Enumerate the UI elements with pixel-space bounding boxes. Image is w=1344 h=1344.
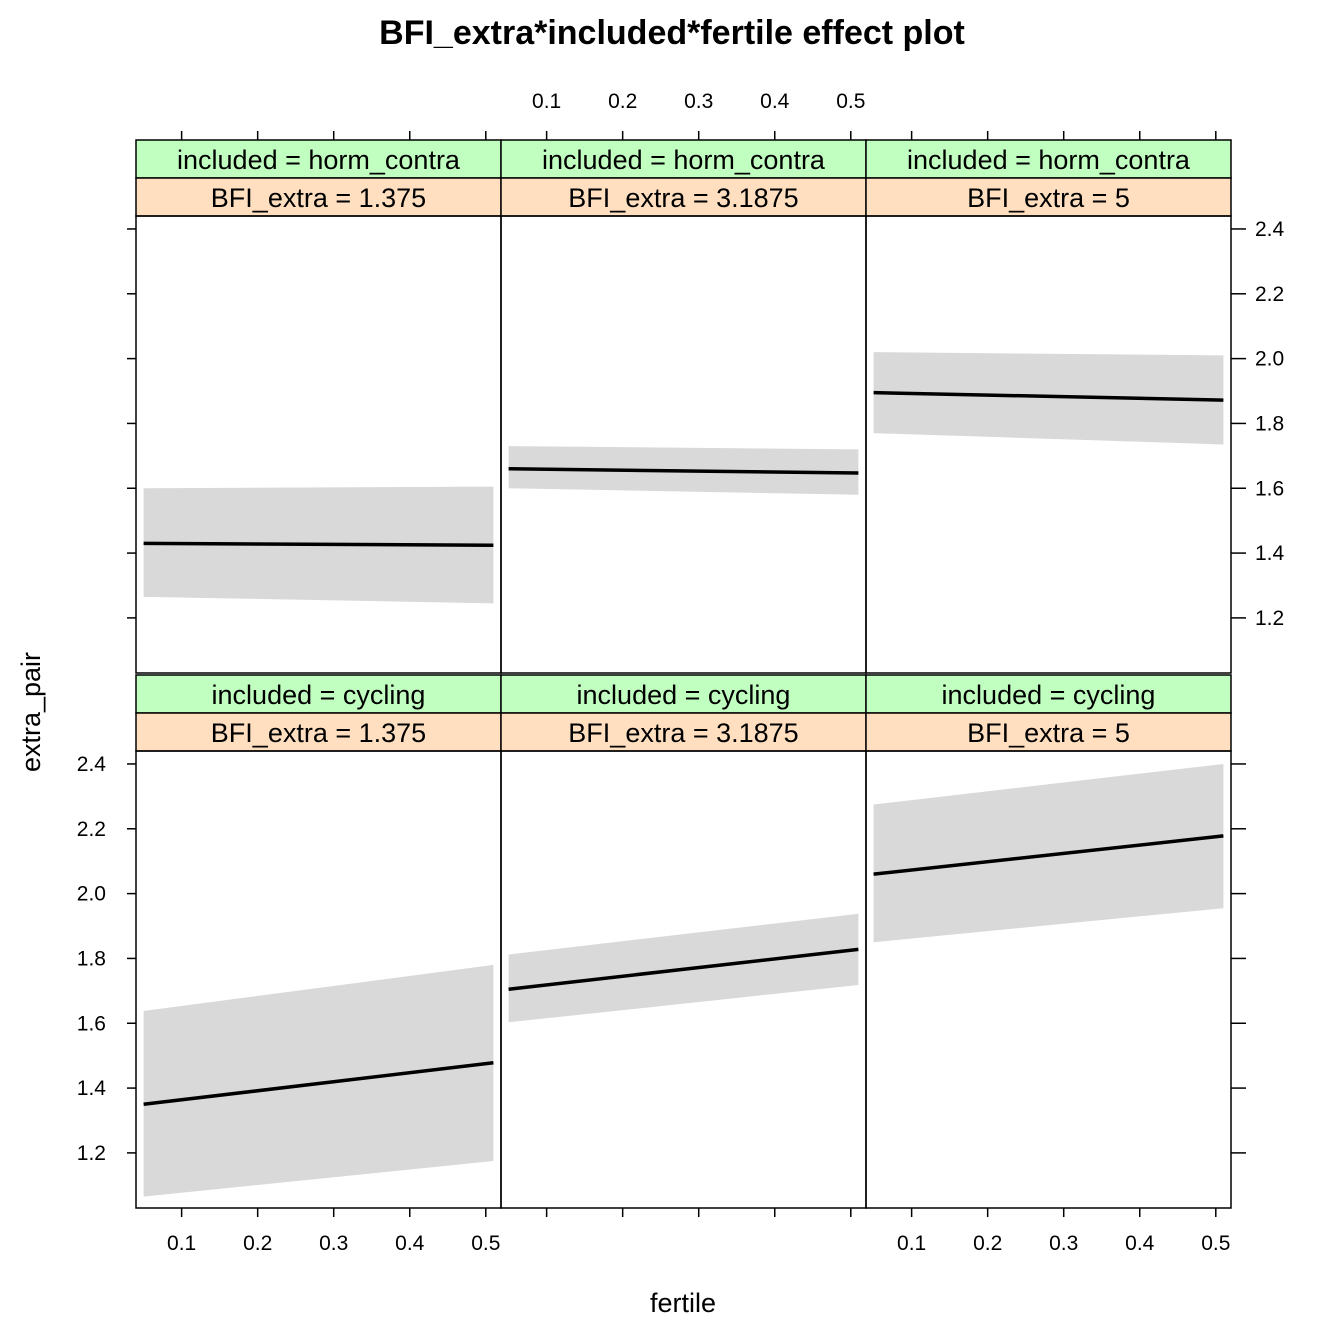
x-axis-label: fertile — [650, 1288, 716, 1318]
y-tick-label: 1.6 — [77, 1012, 106, 1035]
y-tick-label-right: 1.4 — [1255, 542, 1285, 565]
strip-included — [135, 139, 502, 179]
y-tick-label-right: 1.6 — [1255, 477, 1284, 500]
x-tick-label-top: 0.3 — [684, 90, 713, 113]
x-tick-label: 0.5 — [471, 1232, 500, 1255]
strip-included-label: included = cycling — [942, 680, 1156, 710]
strip-bfi-label: BFI_extra = 1.375 — [211, 183, 426, 213]
panel-border — [135, 215, 502, 674]
x-tick-label-top: 0.4 — [760, 90, 790, 113]
panel: included = cycling BFI_extra = 3.1875 — [500, 674, 867, 1209]
axes: 0.1 0.2 0.3 0.4 0.5 0.1 0.2 0.3 0.4 0.5 0.1 0.2 0.3 0… — [77, 90, 1285, 1255]
x-tick-label: 0.3 — [1049, 1232, 1078, 1255]
strip-included-label: included = horm_contra — [177, 145, 461, 175]
x-tick-label: 0.4 — [1125, 1232, 1155, 1255]
fit-line — [508, 947, 859, 991]
panel-border — [865, 215, 1232, 674]
x-tick-label-top: 0.1 — [532, 90, 561, 113]
strip-bfi-label: BFI_extra = 1.375 — [211, 718, 426, 748]
fit-line — [873, 834, 1224, 876]
y-tick-label-right: 2.0 — [1255, 348, 1284, 371]
strip-bfi — [135, 177, 502, 217]
y-tick-label-right: 1.8 — [1255, 412, 1284, 435]
strip-included-label: included = cycling — [577, 680, 791, 710]
panel: included = cycling BFI_extra = 1.375 — [135, 674, 502, 1209]
y-tick-label-right: 2.2 — [1255, 283, 1284, 306]
panel: included = horm_contra BFI_extra = 3.1875 — [500, 139, 867, 674]
x-tick-label: 0.5 — [1201, 1232, 1230, 1255]
panel: included = horm_contra BFI_extra = 5 — [865, 139, 1232, 674]
fit-line — [873, 390, 1224, 402]
panel: included = horm_contra BFI_extra = 1.375 — [135, 139, 502, 674]
strip-bfi-label: BFI_extra = 5 — [967, 718, 1130, 748]
strip-included-label: included = horm_contra — [907, 145, 1191, 175]
x-tick-label: 0.1 — [897, 1232, 926, 1255]
y-tick-label-right: 1.2 — [1255, 607, 1284, 630]
confidence-band — [873, 352, 1224, 445]
x-tick-label-top: 0.2 — [608, 90, 637, 113]
y-axis-label: extra_pair — [16, 652, 46, 772]
panel: included = cycling BFI_extra = 5 — [865, 674, 1232, 1209]
y-tick-label: 1.4 — [77, 1077, 107, 1100]
strip-bfi-label: BFI_extra = 3.1875 — [568, 718, 798, 748]
strip-included — [865, 139, 1232, 179]
y-tick-label: 2.2 — [77, 818, 106, 841]
x-tick-label: 0.4 — [395, 1232, 425, 1255]
y-tick-label: 1.8 — [77, 947, 106, 970]
confidence-band — [143, 964, 494, 1197]
fit-line — [508, 467, 859, 475]
chart-title: BFI_extra*included*fertile effect plot — [379, 14, 965, 52]
strip-included-label: included = cycling — [212, 680, 426, 710]
x-tick-label-top: 0.5 — [836, 90, 865, 113]
strip-bfi-label: BFI_extra = 3.1875 — [568, 183, 798, 213]
x-tick-label: 0.2 — [243, 1232, 272, 1255]
strip-bfi — [865, 712, 1232, 752]
strip-bfi-label: BFI_extra = 5 — [967, 183, 1130, 213]
x-tick-label: 0.3 — [319, 1232, 348, 1255]
y-tick-label: 2.0 — [77, 883, 106, 906]
y-tick-label-right: 2.4 — [1255, 218, 1285, 241]
strip-bfi — [500, 712, 867, 752]
fit-line — [143, 1061, 494, 1107]
strip-included-label: included = horm_contra — [542, 145, 826, 175]
confidence-band — [873, 763, 1224, 943]
y-tick-label: 2.4 — [77, 753, 107, 776]
x-tick-label: 0.1 — [167, 1232, 196, 1255]
x-tick-label: 0.2 — [973, 1232, 1002, 1255]
y-tick-label: 1.2 — [77, 1142, 106, 1165]
panel-border — [500, 215, 867, 674]
fit-line — [143, 541, 494, 548]
panel-border — [865, 750, 1232, 1209]
